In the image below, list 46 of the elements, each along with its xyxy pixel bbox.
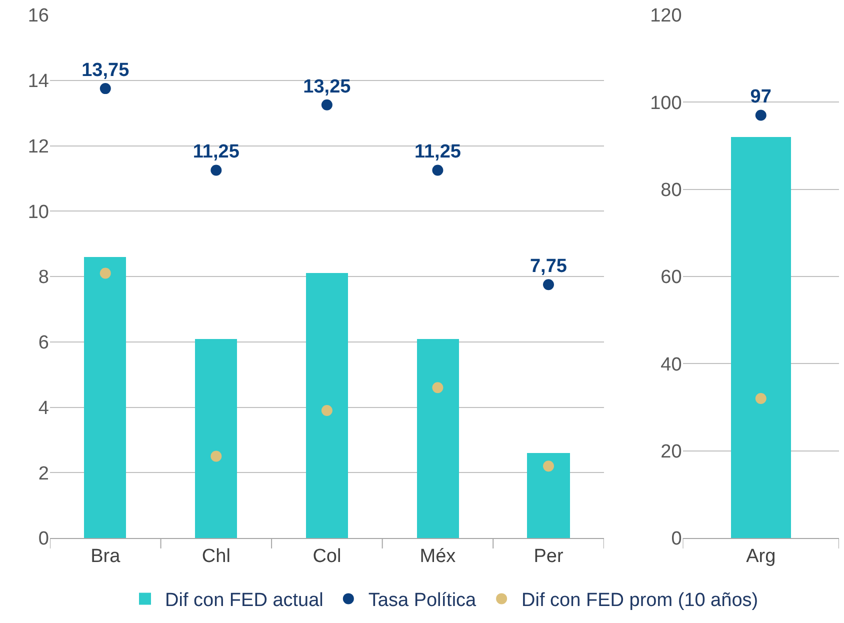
point xyxy=(210,450,222,462)
data-label: 7,75 xyxy=(530,256,568,278)
bar xyxy=(527,453,570,538)
point xyxy=(542,279,554,290)
y-tick-label: 120 xyxy=(650,6,682,27)
y-tick-label: 20 xyxy=(660,441,682,462)
data-label: 11,25 xyxy=(192,142,240,163)
point xyxy=(321,99,332,110)
y-tick-label: 16 xyxy=(28,6,49,27)
x-tick-label: Méx xyxy=(420,546,456,567)
y-tick-label: 10 xyxy=(28,202,49,223)
legend-label: Dif con FED prom (10 años) xyxy=(522,590,758,612)
data-label: 13,75 xyxy=(82,60,130,81)
x-tick-label: Col xyxy=(312,546,342,567)
y-tick-label: 12 xyxy=(28,136,49,158)
point xyxy=(432,164,444,176)
y-tick-label: 8 xyxy=(38,267,49,288)
x-tick-label: Arg xyxy=(746,546,776,567)
bar xyxy=(417,339,459,538)
y-tick-label: 100 xyxy=(650,92,682,114)
y-tick-label: 6 xyxy=(38,332,49,354)
bar xyxy=(306,273,348,538)
y-tick-label: 2 xyxy=(38,463,49,484)
y-tick-label: 4 xyxy=(38,398,50,419)
point xyxy=(432,382,444,394)
point xyxy=(321,405,332,416)
data-label: 13,25 xyxy=(303,76,352,98)
x-tick-label: Bra xyxy=(90,546,121,567)
legend-label: Dif con FED actual xyxy=(165,590,324,612)
data-label: 11,25 xyxy=(414,142,462,163)
point xyxy=(542,460,554,472)
bar xyxy=(195,339,237,538)
x-tick-label: Per xyxy=(534,546,564,567)
y-tick-label: 0 xyxy=(38,528,49,550)
y-tick-label: 60 xyxy=(660,267,682,288)
bar xyxy=(84,257,126,538)
point xyxy=(100,83,111,94)
y-tick-label: 40 xyxy=(660,354,682,376)
y-tick-label: 14 xyxy=(28,71,50,92)
y-tick-label: 0 xyxy=(671,528,682,550)
x-tick-label: Chl xyxy=(202,546,230,567)
y-tick-label: 80 xyxy=(660,180,682,201)
point xyxy=(100,268,111,279)
point xyxy=(210,164,222,176)
data-label: 97 xyxy=(750,86,772,108)
legend-label: Tasa Política xyxy=(368,590,477,612)
